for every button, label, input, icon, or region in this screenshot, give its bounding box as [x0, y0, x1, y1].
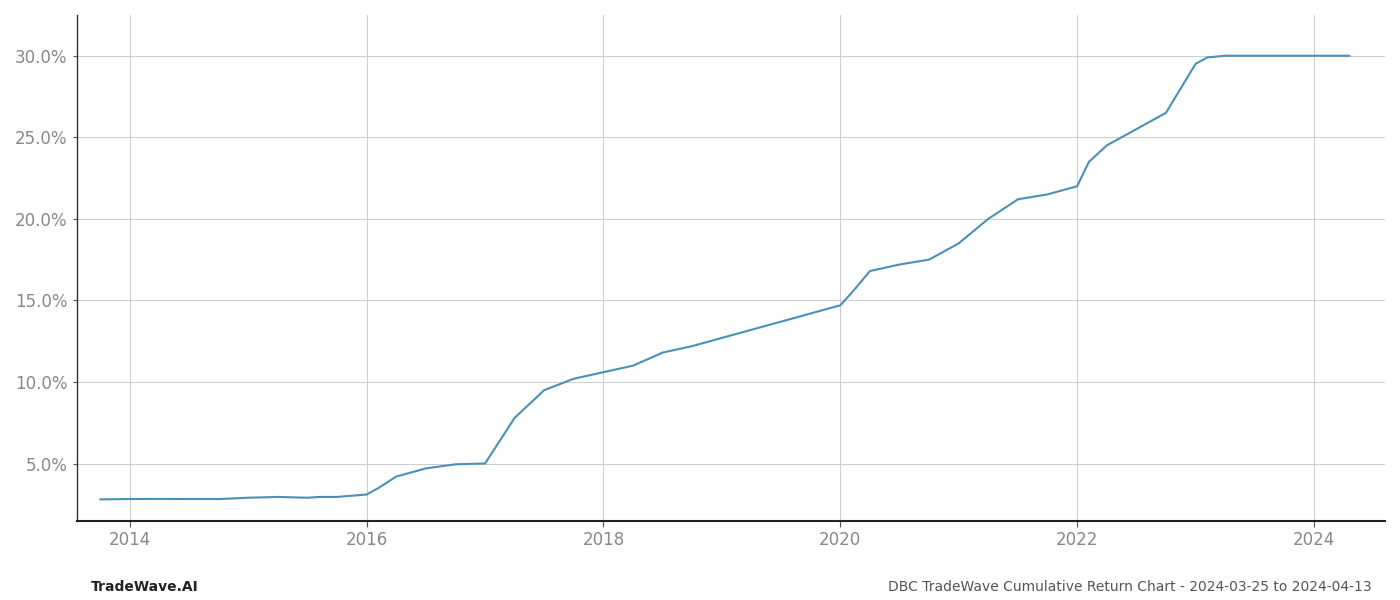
Text: DBC TradeWave Cumulative Return Chart - 2024-03-25 to 2024-04-13: DBC TradeWave Cumulative Return Chart - … [889, 580, 1372, 594]
Text: TradeWave.AI: TradeWave.AI [91, 580, 199, 594]
